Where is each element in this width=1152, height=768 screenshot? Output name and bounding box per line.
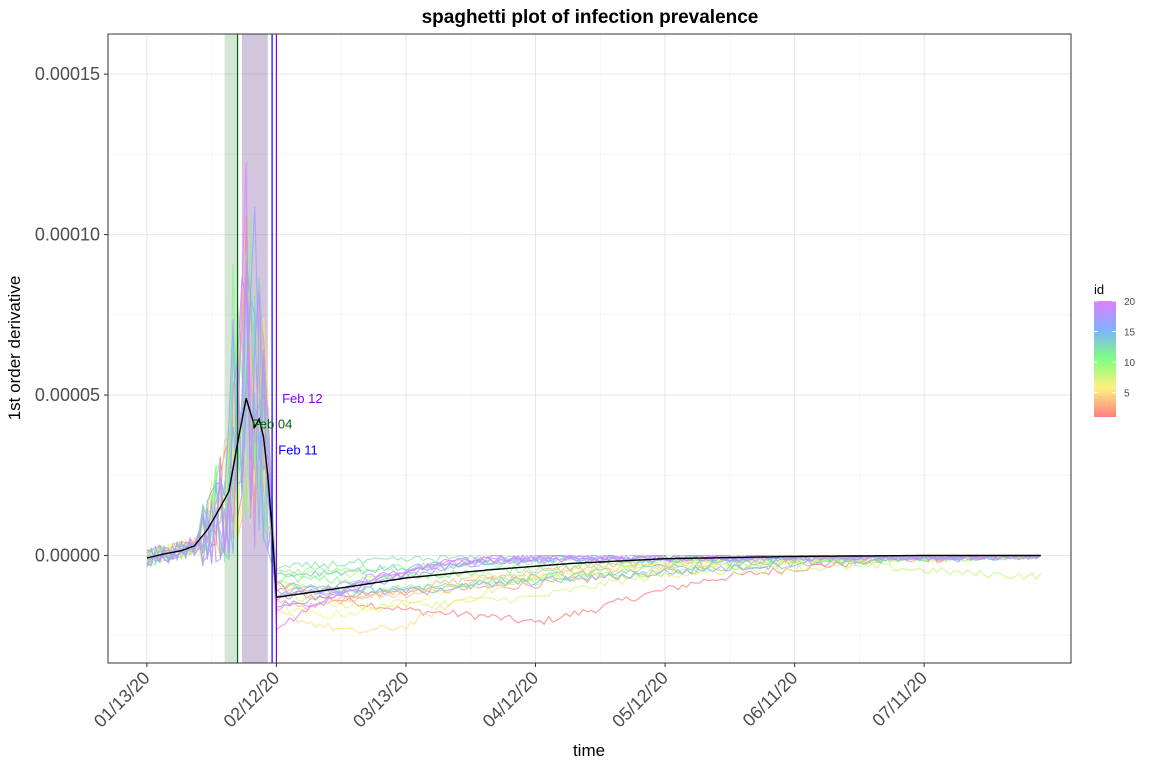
x-tick-label: 02/12/20 — [220, 668, 284, 732]
plot-panel: Feb 12 Feb 04 Feb 11 — [107, 33, 1072, 664]
vertical-lines — [236, 34, 278, 663]
y-axis: 0.00000 0.00005 0.00010 0.00015 — [35, 64, 108, 565]
y-tick-label: 0.00015 — [35, 64, 100, 84]
annotation-label: Feb 04 — [252, 417, 292, 432]
y-tick-label: 0.00005 — [35, 385, 100, 405]
series-line-6 — [146, 277, 1041, 620]
legend-title: id — [1094, 282, 1104, 297]
y-tick-label: 0.00010 — [35, 225, 100, 245]
legend-tick-label: 15 — [1124, 328, 1136, 339]
y-axis-title: 1st order derivative — [5, 276, 24, 421]
legend-tick-label: 20 — [1124, 297, 1136, 308]
x-axis: 01/13/20 02/12/20 03/13/20 04/12/20 05/12/20… — [90, 663, 931, 731]
chart-title: spaghetti plot of infection prevalence — [422, 7, 759, 28]
series-line-20 — [146, 162, 1041, 632]
x-axis-title: time — [573, 741, 605, 760]
series-line-15 — [146, 280, 1041, 598]
series-line-11 — [146, 215, 1041, 585]
legend: id 5 10 15 20 — [1094, 282, 1136, 417]
legend-tick-label: 10 — [1124, 358, 1136, 369]
annotation-label: Feb 12 — [282, 391, 322, 406]
x-tick-label: 04/12/20 — [479, 668, 543, 732]
panel-border — [107, 33, 1072, 664]
series-lines — [146, 162, 1042, 635]
legend-colorbar — [1094, 301, 1116, 417]
annotations: Feb 12 Feb 04 Feb 11 — [252, 391, 323, 457]
legend-ticks: 5 10 15 20 — [1094, 297, 1136, 400]
x-tick-label: 01/13/20 — [90, 668, 154, 732]
x-tick-label: 06/11/20 — [739, 668, 802, 731]
legend-tick-label: 5 — [1124, 389, 1130, 400]
annotation-label: Feb 11 — [278, 442, 318, 457]
x-tick-label: 05/12/20 — [608, 668, 672, 732]
x-tick-label: 07/11/20 — [868, 668, 931, 731]
x-tick-label: 03/13/20 — [349, 668, 413, 732]
y-tick-label: 0.00000 — [35, 545, 100, 565]
mean-line — [146, 398, 1041, 598]
